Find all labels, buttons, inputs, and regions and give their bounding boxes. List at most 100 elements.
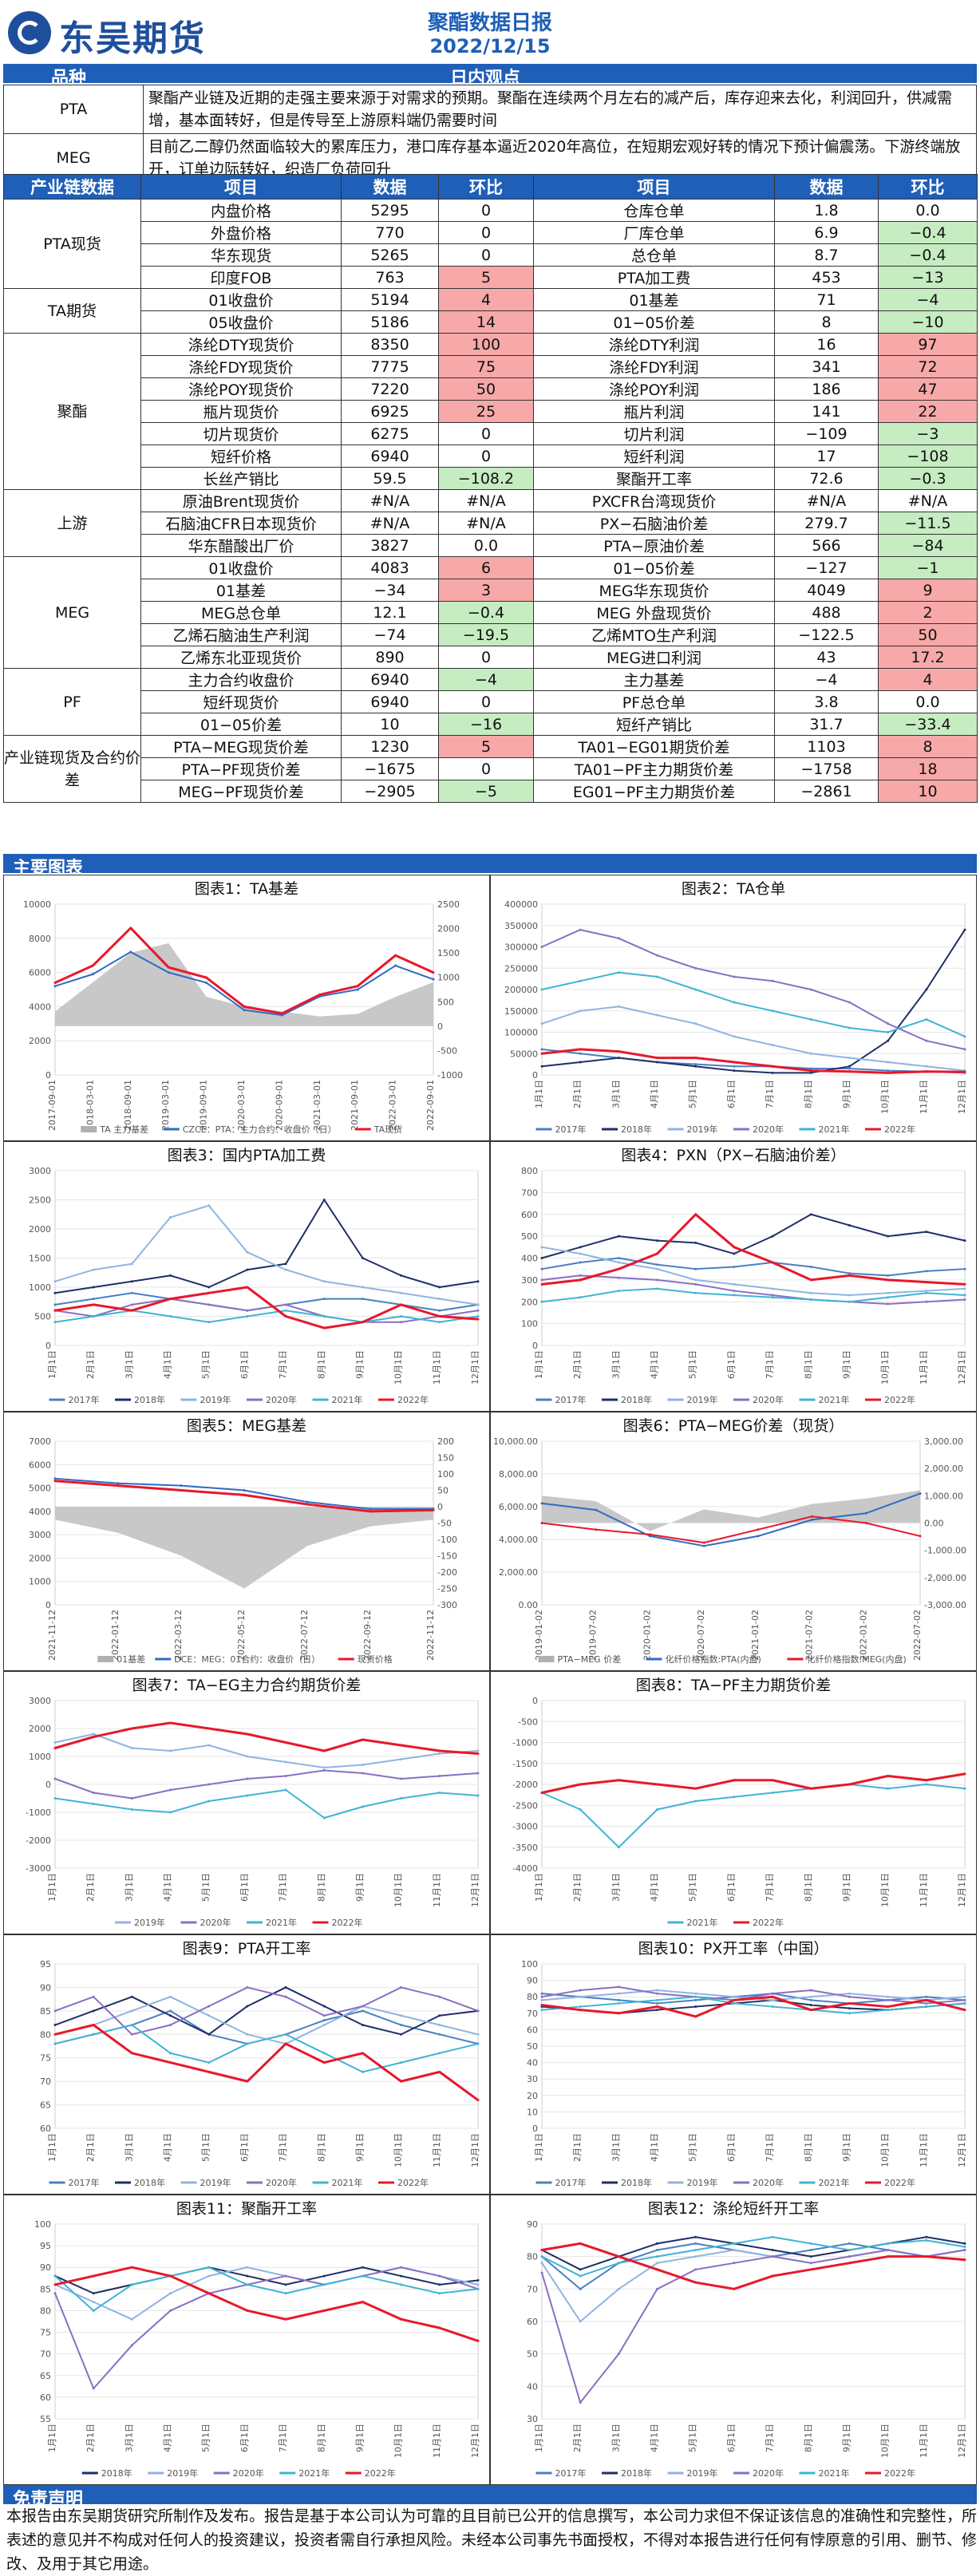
series-point (361, 1805, 364, 1808)
series-point (925, 1300, 928, 1303)
change-cell: −108 (878, 444, 978, 468)
series-line (541, 1492, 921, 1547)
series-point (694, 1065, 697, 1068)
change-cell: 3 (438, 579, 534, 602)
x-tick-label: 2021-11-12 (47, 1610, 57, 1661)
series-point (925, 2238, 928, 2242)
y-tick-label: 85 (40, 2006, 51, 2017)
chart-panel-6: 图表6：PTA−MEG价差（现货） 10,000.00 8,000.00 6,000.… (490, 1412, 977, 1671)
change-cell: 25 (438, 400, 534, 423)
table-row: 涤纶FDY现货价 7775 75 涤纶FDY利润 341 72 (4, 355, 978, 378)
series-point (322, 1769, 326, 1772)
value-cell: 72.6 (774, 467, 879, 490)
series-point (280, 1013, 283, 1017)
series-point (207, 2266, 211, 2269)
series-point (963, 1048, 966, 1051)
legend-label: 2022年 (365, 2467, 396, 2479)
series-point (540, 1246, 543, 1249)
x-tick-label: 11月1日 (432, 1873, 442, 1907)
series-point (540, 1282, 543, 1286)
legend-label: 2019年 (687, 2177, 718, 2188)
legend-label: 2021年 (819, 2177, 850, 2188)
series-point (400, 2033, 403, 2036)
series-line (541, 1996, 966, 2014)
change-cell: 0.0 (878, 199, 978, 222)
x-tick-label: 7月1日 (765, 1080, 775, 1108)
series-point (694, 2235, 697, 2238)
series-point (284, 2274, 287, 2278)
series-point (694, 1022, 697, 1025)
series-point (771, 2249, 774, 2252)
series-point (887, 1069, 890, 1073)
x-tick-label: 12月1日 (957, 1080, 967, 1114)
value-cell: 1.8 (774, 199, 879, 222)
series-point (925, 2005, 928, 2009)
y-tick-label: -1500 (512, 1759, 538, 1769)
series-point (130, 2009, 133, 2013)
series-point (771, 1995, 774, 1998)
y2-tick-label: 1000 (437, 973, 460, 983)
x-tick-label: 2022-01-12 (110, 1610, 121, 1661)
series-point (694, 2249, 697, 2252)
series-point (809, 2249, 812, 2252)
change-cell: −11.5 (878, 512, 978, 535)
legend-label: 2017年 (69, 1394, 100, 1405)
x-tick-label: 7月1日 (278, 1873, 288, 1902)
change-cell: 100 (438, 333, 534, 356)
series-point (246, 2080, 249, 2083)
series-point (130, 2283, 133, 2286)
change-cell: #N/A (438, 489, 534, 512)
value-cell: #N/A (341, 489, 439, 512)
y-tick-label: -2000 (512, 1780, 538, 1790)
table-row: 涤纶POY现货价 7220 50 涤纶POY利润 186 47 (4, 377, 978, 401)
y-tick-label: 8,000.00 (499, 1469, 538, 1480)
y2-tick-label: -200 (437, 1567, 457, 1578)
value-cell: 5186 (341, 310, 439, 334)
x-tick-label: 10月1日 (880, 1873, 891, 1907)
y-tick-label: 2000 (29, 1224, 51, 1235)
table-category-cell: 产业链现货及合约价差 (3, 735, 141, 803)
series-point (540, 1257, 543, 1259)
series-point (887, 1061, 890, 1064)
change-cell: 0 (438, 199, 534, 222)
item-cell: PF总仓单 (533, 690, 775, 713)
series-point (656, 2255, 659, 2258)
change-cell: −84 (878, 534, 978, 557)
chart-svg: 10000 8000 6000 4000 2000 0 2500 2000 1500 1000 50… (23, 899, 463, 1135)
y2-tick-label: 2000 (437, 924, 460, 934)
change-cell: −16 (438, 713, 534, 736)
series-point (925, 1231, 928, 1234)
series-point (963, 2249, 966, 2252)
x-tick-label: 7月1日 (278, 2133, 288, 2162)
series-point (617, 2012, 620, 2015)
series-point (476, 2033, 480, 2036)
chart-title: 图表6：PTA−MEG价差（现货） (622, 1417, 844, 1435)
series-point (322, 2052, 326, 2055)
series-point (246, 1286, 249, 1289)
series-point (130, 2052, 133, 2055)
series-line (54, 1986, 479, 2036)
change-cell: −0.4 (878, 221, 978, 244)
series-point (925, 1783, 928, 1786)
series-point (925, 988, 928, 991)
series-point (400, 2080, 403, 2083)
legend-label: 2021年 (332, 2177, 363, 2188)
x-tick-label: 7月1日 (278, 2424, 288, 2452)
item-cell: 外盘价格 (140, 221, 342, 244)
y-tick-label: 0 (532, 1696, 538, 1706)
series-point (540, 1048, 543, 1051)
item-cell: PTA−MEG现货价差 (140, 735, 342, 758)
legend-label: 2022年 (884, 1124, 915, 1135)
value-cell: −2905 (341, 780, 439, 803)
series-point (617, 2262, 620, 2265)
series-point (848, 1067, 851, 1070)
change-cell: −1 (878, 556, 978, 579)
series-point (356, 985, 359, 988)
series-line (541, 1995, 966, 2018)
series-point (771, 1779, 774, 1782)
series-point (246, 2274, 249, 2278)
item-cell: 瓶片现货价 (140, 400, 342, 423)
value-cell: 6275 (341, 422, 439, 445)
views-header-bar: 品种 日内观点 (3, 64, 977, 89)
charts-header-bar: 主要图表 (3, 854, 977, 879)
